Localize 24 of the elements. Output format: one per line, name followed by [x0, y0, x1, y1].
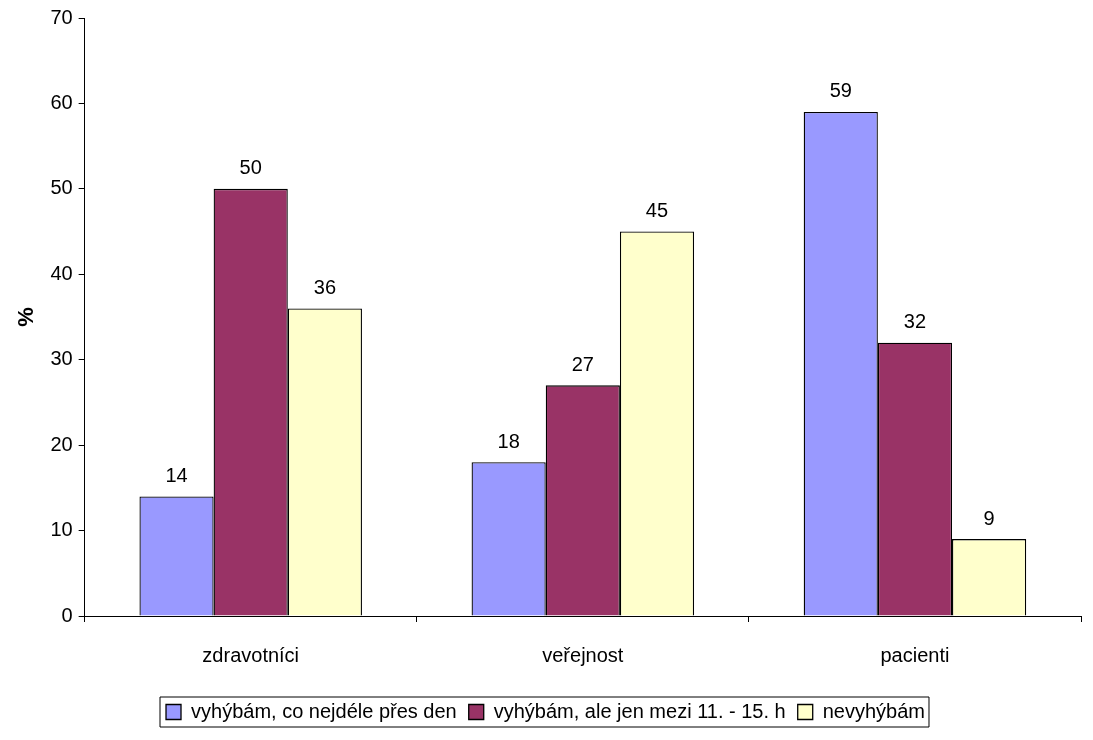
legend-label: vyhýbám, ale jen mezi 11. - 15. h [493, 699, 786, 722]
data-label: 50 [239, 156, 262, 179]
y-tick-label: 40 [50, 261, 73, 284]
legend-label: vyhýbám, co nejdéle přes den [191, 699, 457, 722]
data-label: 45 [645, 199, 669, 222]
y-tick-label: 20 [50, 432, 73, 455]
y-axis-title: % [13, 307, 39, 327]
data-label: 18 [497, 429, 520, 452]
y-tick-label: 10 [50, 518, 73, 541]
data-label: 36 [313, 275, 336, 298]
x-tick-label: pacienti [880, 643, 950, 666]
data-label: 27 [571, 352, 594, 375]
legend-label: nevyhýbám [822, 699, 925, 722]
data-label: 59 [829, 79, 852, 102]
y-tick-label: 70 [50, 5, 73, 28]
y-tick-label: 30 [50, 347, 73, 370]
y-tick-label: 50 [50, 176, 73, 199]
data-label: 14 [165, 463, 188, 486]
x-tick-label: zdravotníci [202, 643, 300, 666]
y-tick-label: 0 [61, 603, 73, 626]
y-tick-label: 60 [50, 90, 73, 113]
x-tick-label: veřejnost [542, 643, 624, 666]
data-label: 9 [983, 506, 995, 529]
data-label: 32 [903, 310, 927, 333]
